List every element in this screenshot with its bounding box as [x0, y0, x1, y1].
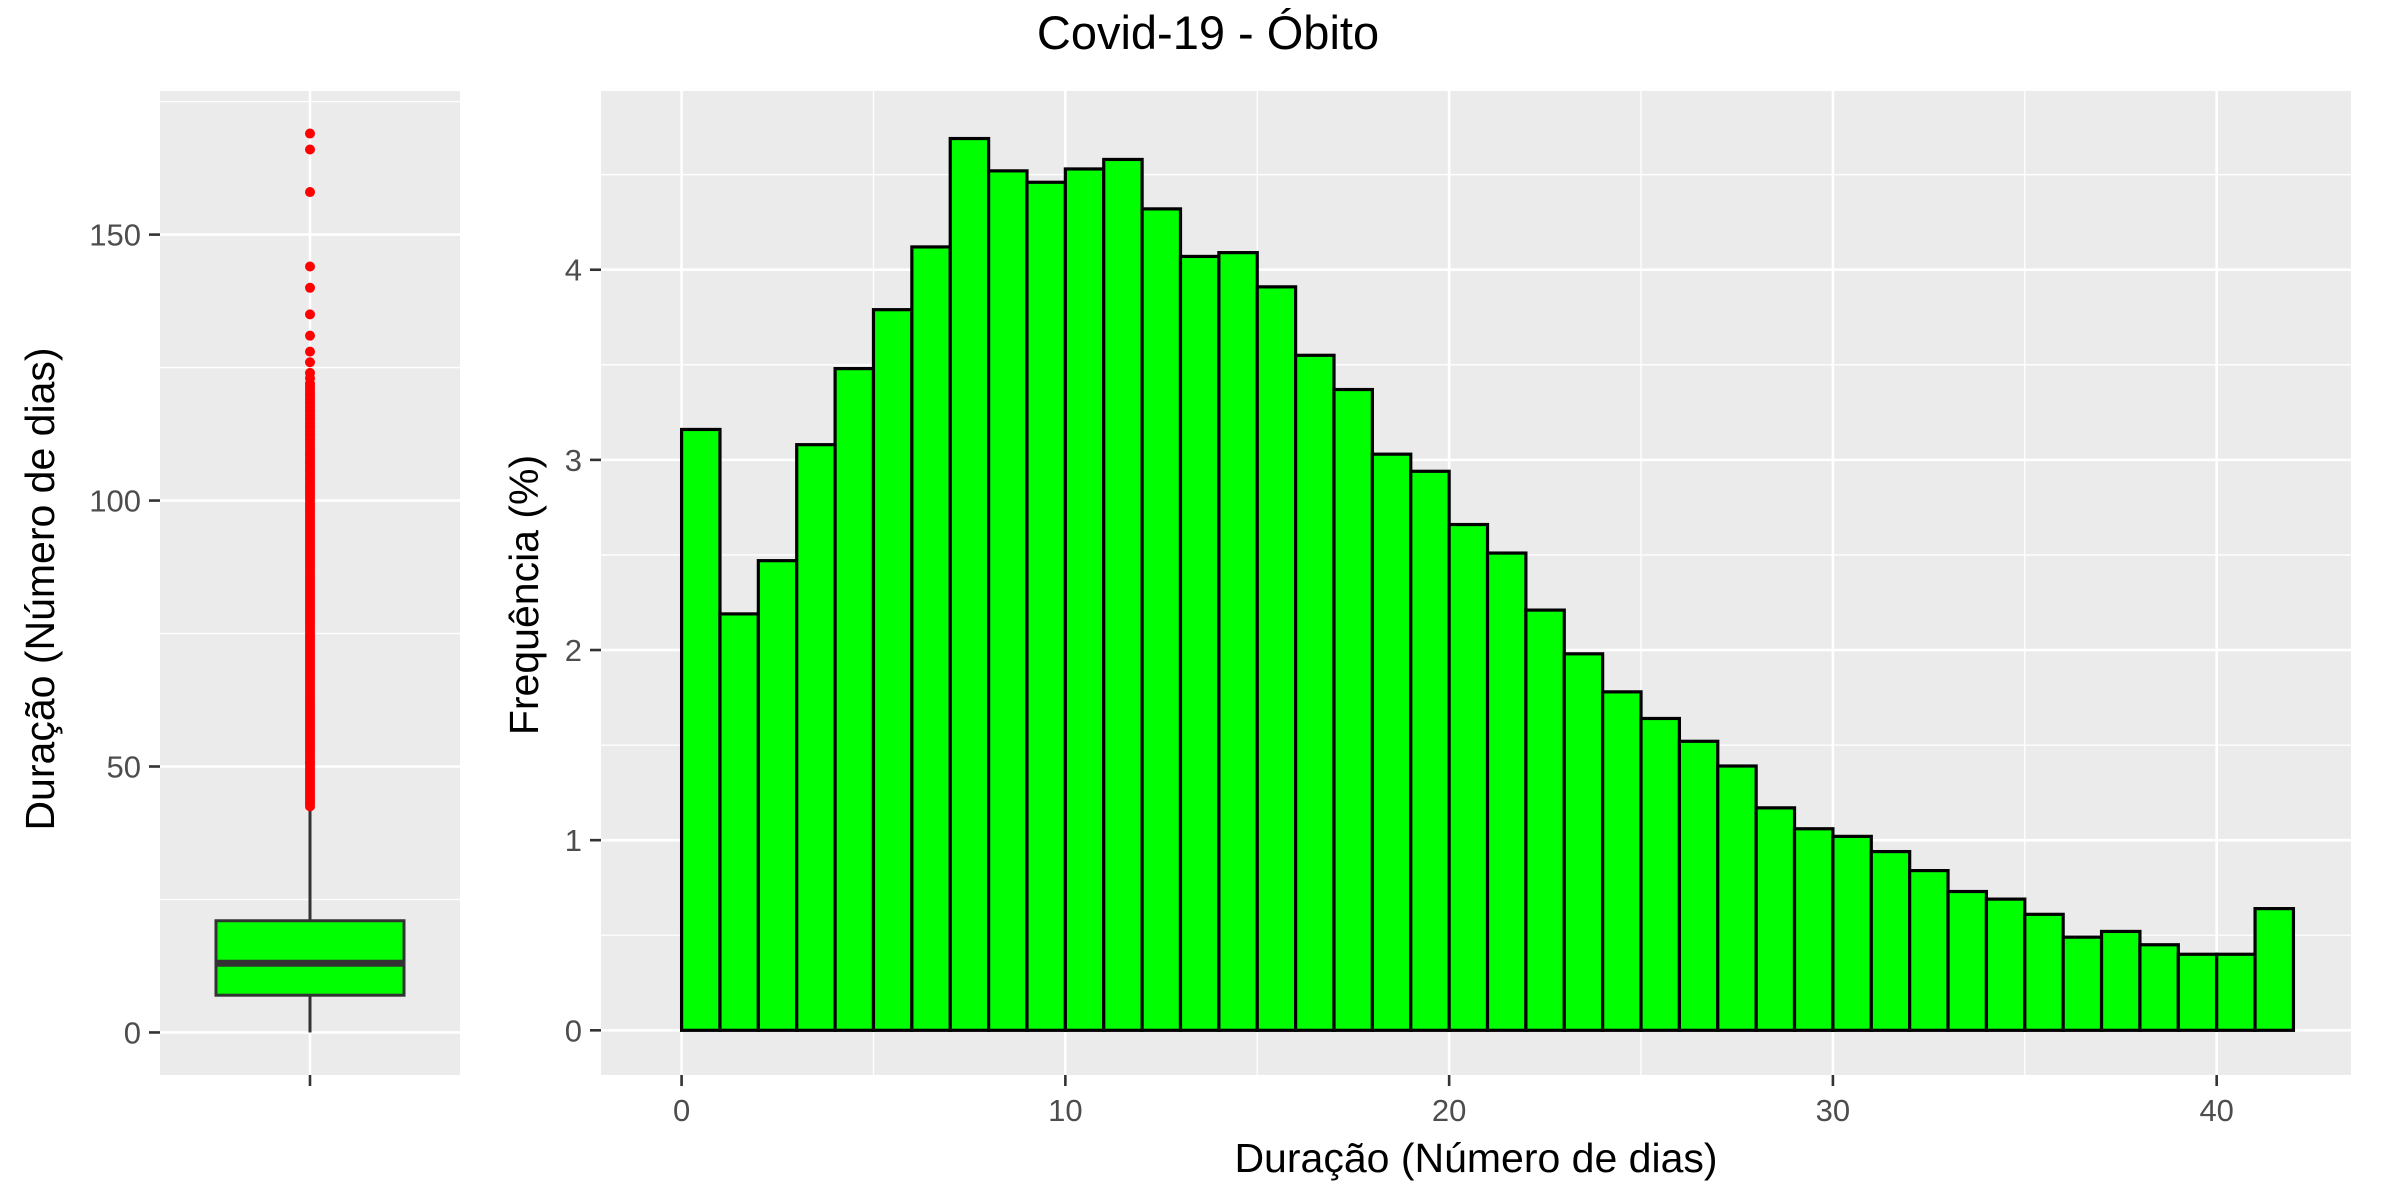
histogram-bar: [987, 169, 1029, 1032]
histogram-bar: [1409, 469, 1451, 1032]
boxplot-outlier-point: [305, 309, 315, 320]
boxplot-outlier-point: [305, 261, 315, 272]
histogram-y-tick-label: 4: [565, 253, 582, 288]
histogram-x-axis-title: Duração (Número de dias): [1234, 1135, 1717, 1181]
histogram-bar: [2061, 935, 2104, 1032]
boxplot-outlier-point: [305, 282, 315, 293]
histogram-bar: [1332, 387, 1374, 1032]
boxplot-outlier-point: [305, 367, 315, 378]
boxplot-outlier-point: [305, 144, 315, 155]
histogram-bar: [2099, 929, 2142, 1032]
histogram-bar: [1984, 897, 2027, 1032]
histogram-bar: [1294, 353, 1336, 1032]
histogram-bar: [2253, 907, 2296, 1032]
histogram-bar: [2023, 912, 2065, 1032]
histogram-y-tick-label: 1: [565, 823, 582, 858]
histogram-y-tick-label: 0: [565, 1013, 582, 1048]
histogram-bar: [1102, 157, 1144, 1032]
histogram-bar: [948, 136, 991, 1032]
histogram-x-tick-label: 0: [673, 1093, 690, 1128]
histogram-bar: [833, 367, 876, 1032]
boxplot-box: [214, 919, 406, 997]
histogram-x-tick-label: 20: [1432, 1093, 1466, 1128]
histogram-bar: [1063, 167, 1106, 1032]
histogram-bar: [1792, 827, 1835, 1032]
boxplot-outlier-point: [305, 346, 315, 357]
boxplot-y-tick-label: 50: [107, 750, 141, 785]
histogram-bar: [1524, 608, 1566, 1032]
histogram-bar: [1370, 452, 1413, 1032]
chart-title: Covid-19 - Óbito: [1037, 6, 1379, 59]
histogram-bar: [718, 612, 760, 1032]
histogram-bar: [1255, 285, 1298, 1032]
histogram-x-tick-label: 30: [1816, 1093, 1850, 1128]
histogram-y-tick-label: 3: [565, 443, 582, 478]
histogram-bar: [2176, 952, 2219, 1032]
boxplot-panel: 0 50 100 150 Duração (Número de dias): [17, 91, 460, 1086]
boxplot-body: [214, 809, 406, 1033]
histogram-bar: [1601, 690, 1643, 1032]
boxplot-outliers: [305, 128, 315, 812]
boxplot-y-tick-label: 150: [89, 218, 141, 253]
histogram-bar: [1869, 849, 1912, 1032]
histogram-bar: [1831, 834, 1873, 1032]
histogram-bar: [1677, 739, 1720, 1032]
histogram-bar: [1178, 254, 1221, 1032]
histogram-bar: [1639, 716, 1681, 1032]
histogram-x-tick-label: 40: [2199, 1093, 2233, 1128]
boxplot-outlier-point: [305, 187, 315, 198]
histogram-bar: [1562, 652, 1605, 1032]
histogram-bar: [1025, 180, 1067, 1032]
histogram-bar: [1716, 764, 1758, 1032]
histogram-bar: [1447, 522, 1490, 1032]
histogram-bars: [679, 136, 2296, 1032]
boxplot-y-tick-label: 0: [124, 1015, 141, 1050]
histogram-bar: [1946, 889, 1989, 1032]
boxplot-outlier-point: [305, 357, 315, 368]
boxplot-axes: 0 50 100 150: [89, 218, 312, 1086]
histogram-bar: [1908, 868, 1950, 1032]
boxplot-outlier-point: [305, 330, 315, 341]
histogram-bar: [756, 559, 799, 1032]
histogram-y-tick-label: 2: [565, 633, 582, 668]
histogram-bar: [1217, 251, 1259, 1032]
histogram-bar: [795, 443, 837, 1032]
histogram-bar: [910, 245, 952, 1032]
histogram-bar: [1485, 551, 1528, 1032]
histogram-bar: [1140, 207, 1183, 1032]
histogram-y-axis-title: Frequência (%): [501, 455, 547, 735]
boxplot-outlier-point: [305, 128, 315, 139]
histogram-bar: [2215, 952, 2257, 1032]
histogram-x-tick-label: 10: [1048, 1093, 1082, 1128]
histogram-bar: [871, 308, 914, 1032]
histogram-bar: [1754, 806, 1797, 1032]
histogram-bar: [2138, 943, 2180, 1032]
boxplot-y-axis-title: Duração (Número de dias): [17, 347, 63, 830]
histogram-bar: [679, 427, 722, 1032]
boxplot-y-tick-label: 100: [89, 484, 141, 519]
